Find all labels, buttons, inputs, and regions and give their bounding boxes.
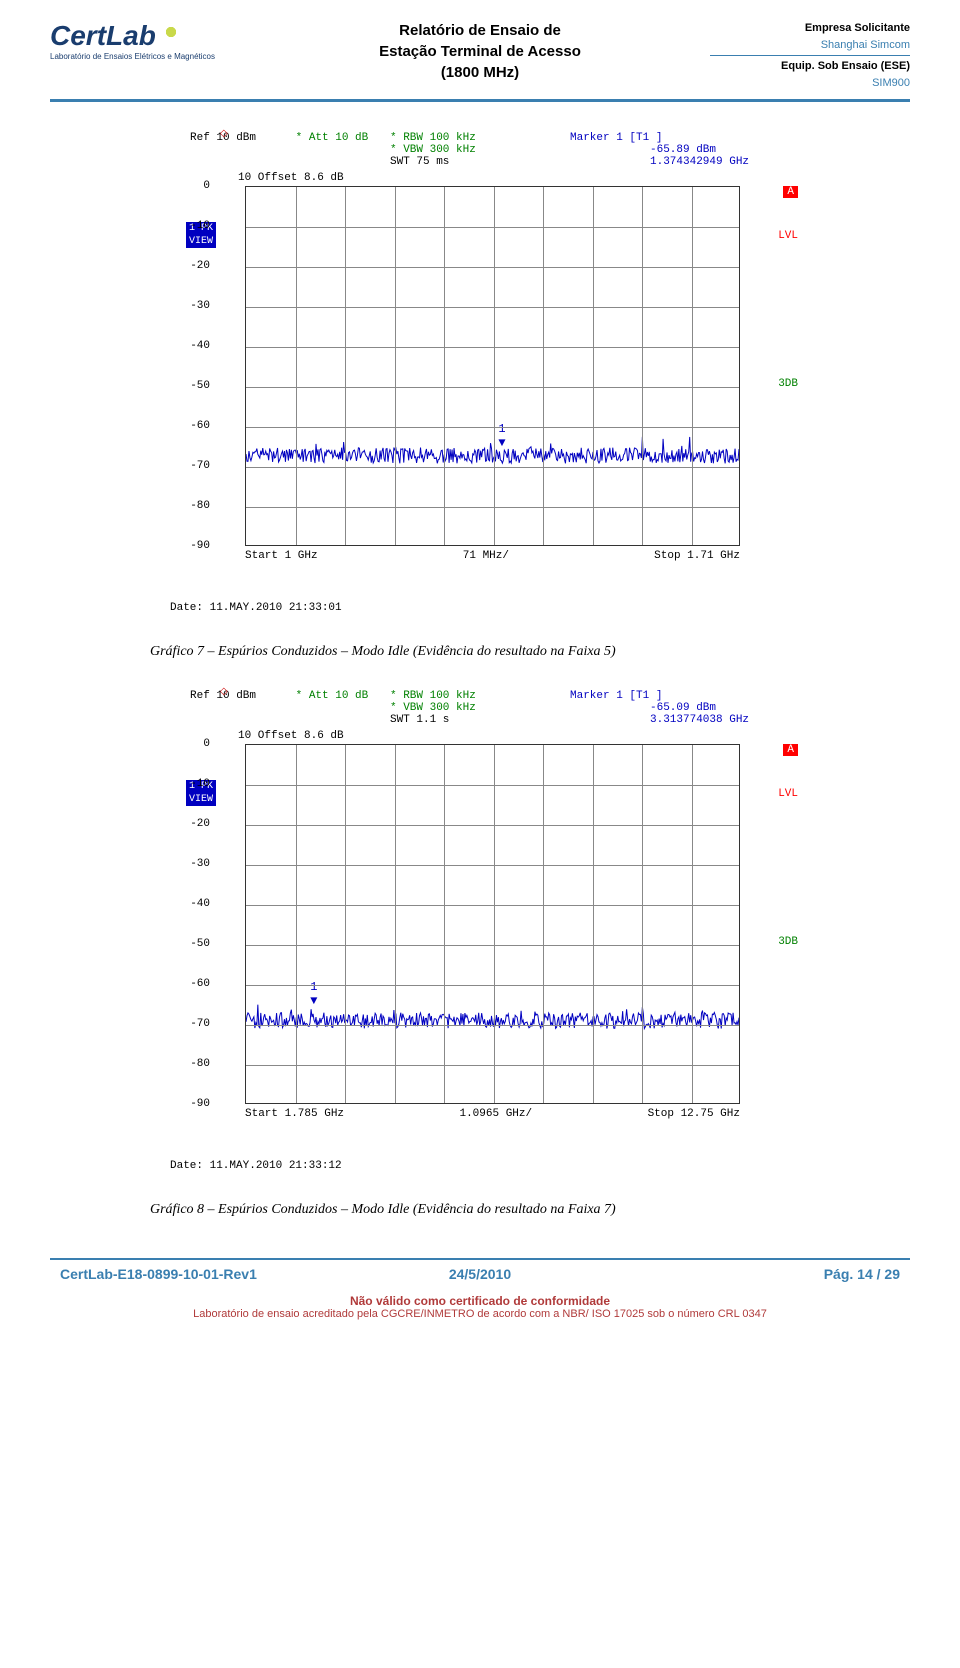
- a-label: A: [783, 186, 798, 198]
- chart-2-swt: SWT 1.1 s: [390, 714, 570, 726]
- lvl-label: LVL: [778, 230, 798, 242]
- y-tick-label: -40: [190, 340, 210, 352]
- logo-subtitle: Laboratório de Ensaios Elétricos e Magné…: [50, 52, 250, 61]
- rs-badge-icon: ◇: [220, 686, 228, 698]
- chart-2-3db: 3DB: [778, 936, 798, 948]
- page-footer: CertLab-E18-0899-10-01-Rev1 24/5/2010 Pá…: [50, 1258, 910, 1320]
- chart-1-vbw: * VBW 300 kHz: [390, 144, 570, 156]
- y-tick-label: -90: [190, 540, 210, 552]
- chart-1-marker-val1: -65.89 dBm: [570, 144, 770, 156]
- chart-1-date: Date: 11.MAY.2010 21:33:01: [170, 602, 910, 614]
- chart-2-date: Date: 11.MAY.2010 21:33:12: [170, 1160, 910, 1172]
- chart-1-header: Ref 10 dBm * Att 10 dB * RBW 100 kHz * V…: [190, 132, 770, 168]
- disclaimer-line-2: Laboratório de ensaio acreditado pela CG…: [50, 1308, 910, 1320]
- chart-2-lvl: LVL: [778, 788, 798, 800]
- chart-1-lvl: LVL: [778, 230, 798, 242]
- chart-1: ◇ Ref 10 dBm * Att 10 dB * RBW 100 kHz *…: [50, 132, 910, 614]
- y-tick-label: -20: [190, 260, 210, 272]
- chart-1-offset: 10 Offset 8.6 dB: [238, 172, 770, 184]
- chart-1-x-stop: Stop 1.71 GHz: [654, 550, 740, 562]
- lvl-label: LVL: [778, 788, 798, 800]
- y-tick-label: -80: [190, 1058, 210, 1070]
- y-tick-label: -40: [190, 898, 210, 910]
- chart-2-grid: 1▼: [245, 744, 740, 1104]
- chart-1-swt: SWT 75 ms: [390, 156, 570, 168]
- chart-2-x-start: Start 1.785 GHz: [245, 1108, 344, 1120]
- y-tick-label: -60: [190, 420, 210, 432]
- chart-1-right-labels: A: [783, 186, 798, 198]
- 3db-label: 3DB: [778, 936, 798, 948]
- chart-2-x-axis: Start 1.785 GHz 1.0965 GHz/ Stop 12.75 G…: [190, 1108, 740, 1120]
- report-title: Relatório de Ensaio de Estação Terminal …: [250, 20, 710, 83]
- chart-2-vbw: * VBW 300 kHz: [390, 702, 570, 714]
- y-tick-label: -50: [190, 938, 210, 950]
- header-meta: Empresa Solicitante Shanghai Simcom Equi…: [710, 20, 910, 91]
- equipment-label: Equip. Sob Ensaio (ESE): [781, 60, 910, 72]
- y-tick-label: 0: [203, 738, 210, 750]
- chart-2-header: Ref 10 dBm * Att 10 dB * RBW 100 kHz * V…: [190, 690, 770, 726]
- y-tick-label: 0: [203, 180, 210, 192]
- y-tick-label: -10: [190, 778, 210, 790]
- chart-2-marker-label: Marker 1 [T1 ]: [570, 690, 662, 702]
- chart-2-right-labels: A: [783, 744, 798, 756]
- y-tick-label: -60: [190, 978, 210, 990]
- y-tick-label: -90: [190, 1098, 210, 1110]
- chart-2-x-span: 1.0965 GHz/: [459, 1108, 532, 1120]
- logo-icon: [159, 20, 183, 44]
- chart-1-att: * Att 10 dB: [296, 132, 369, 144]
- chart-1-rbw: * RBW 100 kHz: [390, 132, 570, 144]
- chart-2-marker-val2: 3.313774038 GHz: [570, 714, 770, 726]
- chart-1-trace: [246, 187, 739, 545]
- footer-doc-id: CertLab-E18-0899-10-01-Rev1: [60, 1266, 340, 1282]
- y-tick-label: -50: [190, 380, 210, 392]
- chart-2-marker-val1: -65.09 dBm: [570, 702, 770, 714]
- y-tick-label: -70: [190, 1018, 210, 1030]
- title-line-2: Estação Terminal de Acesso: [250, 41, 710, 62]
- y-tick-label: -80: [190, 500, 210, 512]
- chart-1-marker-label: Marker 1 [T1 ]: [570, 132, 662, 144]
- view-badge: VIEW: [186, 793, 216, 806]
- a-label: A: [783, 744, 798, 756]
- footer-divider: [50, 1258, 910, 1260]
- caption-2: Gráfico 8 – Espúrios Conduzidos – Modo I…: [150, 1202, 910, 1218]
- chart-1-marker-val2: 1.374342949 GHz: [570, 156, 770, 168]
- logo: CertLab Laboratório de Ensaios Elétricos…: [50, 20, 250, 61]
- chart-2-plot: 1 PK VIEW 0-10-20-30-40-50-60-70-80-90 1…: [190, 744, 770, 1104]
- footer-date: 24/5/2010: [340, 1266, 620, 1282]
- y-tick-label: -30: [190, 858, 210, 870]
- y-tick-label: -10: [190, 220, 210, 232]
- company-value: Shanghai Simcom: [821, 39, 910, 51]
- logo-name: CertLab: [50, 20, 156, 51]
- footer-page: Pág. 14 / 29: [620, 1266, 900, 1282]
- title-line-1: Relatório de Ensaio de: [250, 20, 710, 41]
- rs-badge-icon: ◇: [220, 128, 228, 140]
- chart-2-offset: 10 Offset 8.6 dB: [238, 730, 770, 742]
- company-label: Empresa Solicitante: [805, 22, 910, 34]
- page-header: CertLab Laboratório de Ensaios Elétricos…: [50, 20, 910, 102]
- footer-disclaimer: Não válido como certificado de conformid…: [50, 1294, 910, 1320]
- chart-2: ◇ Ref 10 dBm * Att 10 dB * RBW 100 kHz *…: [50, 690, 910, 1172]
- equipment-value: SIM900: [872, 77, 910, 89]
- chart-2-att: * Att 10 dB: [296, 690, 369, 702]
- chart-1-x-span: 71 MHz/: [463, 550, 509, 562]
- disclaimer-line-1: Não válido como certificado de conformid…: [50, 1294, 910, 1308]
- chart-1-x-start: Start 1 GHz: [245, 550, 318, 562]
- y-tick-label: -30: [190, 300, 210, 312]
- y-tick-label: -20: [190, 818, 210, 830]
- chart-1-x-axis: Start 1 GHz 71 MHz/ Stop 1.71 GHz: [190, 550, 740, 562]
- chart-2-trace: [246, 745, 739, 1103]
- caption-1: Gráfico 7 – Espúrios Conduzidos – Modo I…: [150, 644, 910, 660]
- title-line-3: (1800 MHz): [250, 62, 710, 83]
- y-tick-label: -70: [190, 460, 210, 472]
- chart-2-rbw: * RBW 100 kHz: [390, 690, 570, 702]
- view-badge: VIEW: [186, 235, 216, 248]
- chart-1-plot: 1 PK VIEW 0-10-20-30-40-50-60-70-80-90 1…: [190, 186, 770, 546]
- chart-1-3db: 3DB: [778, 378, 798, 390]
- chart-1-grid: 1▼: [245, 186, 740, 546]
- chart-2-x-stop: Stop 12.75 GHz: [648, 1108, 740, 1120]
- 3db-label: 3DB: [778, 378, 798, 390]
